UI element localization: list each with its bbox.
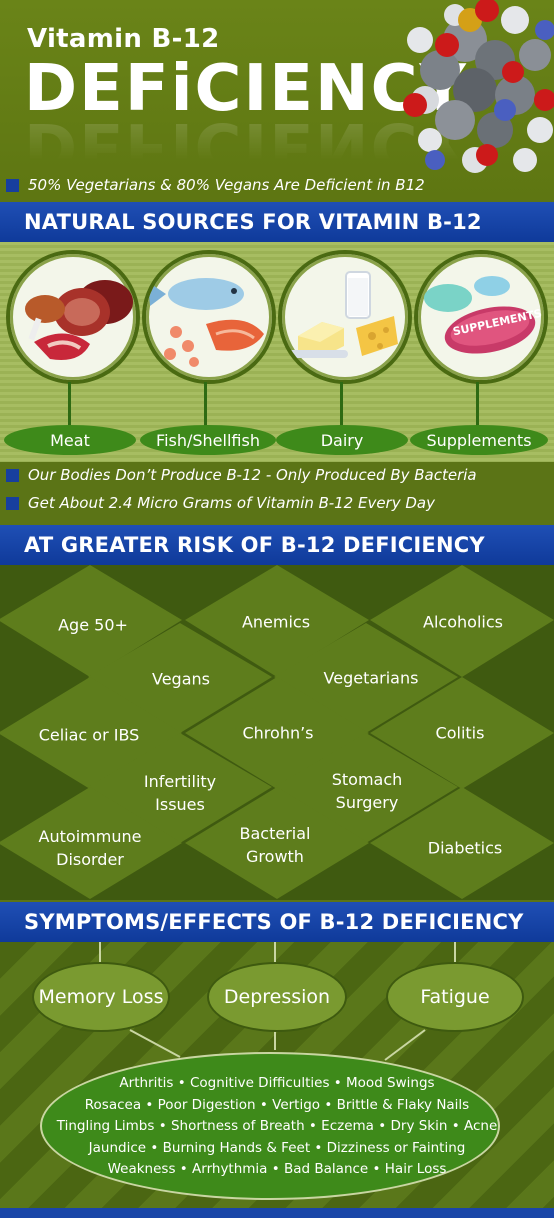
risk-crohns: Chrohn’s (242, 723, 314, 743)
header-title: DEFiCIENCY (24, 52, 468, 126)
risk-vegans: Vegans (152, 669, 210, 689)
deficiency-stat: 50% Vegetarians & 80% Vegans Are Deficie… (6, 176, 425, 194)
risk-vegetarians: Vegetarians (323, 668, 419, 688)
dairy-label: Dairy (276, 425, 408, 455)
symptom-line: Rosacea • Poor Digestion • Vertigo • Bri… (84, 1097, 470, 1113)
risk-age-50: Age 50+ (58, 615, 128, 635)
footer-bar (0, 1208, 554, 1218)
risk-bacterial-growth: Bacterial Growth (239, 824, 311, 866)
symptom-line: Weakness • Arrhythmia • Bad Balance • Ha… (107, 1161, 447, 1177)
meat-stem (68, 382, 71, 430)
risk-heading: AT GREATER RISK OF B-12 DEFICIENCY (24, 533, 485, 557)
symptoms-heading: SYMPTOMS/EFFECTS OF B-12 DEFICIENCY (24, 910, 524, 934)
header-kicker: Vitamin B-12 (27, 24, 220, 54)
symptom-connectors (99, 942, 456, 1061)
risk-diabetics: Diabetics (427, 838, 503, 858)
symptom-line: Tingling Limbs • Shortness of Breath • E… (56, 1118, 498, 1134)
fish-label: Fish/Shellfish (140, 425, 276, 455)
meat-label: Meat (4, 425, 136, 455)
symptom-line: Arthritis • Cognitive Difficulties • Moo… (119, 1075, 435, 1091)
dairy-stem (340, 382, 343, 430)
supplements-label: Supplements (410, 425, 548, 455)
dairy-icon (278, 250, 412, 384)
bullet-square (6, 468, 19, 482)
symptoms-heading-bar: SYMPTOMS/EFFECTS OF B-12 DEFICIENCY (0, 902, 554, 942)
bullet-square (6, 178, 19, 192)
sources-heading: NATURAL SOURCES FOR VITAMIN B-12 (24, 210, 482, 234)
sources-panel: Meat Fish/Shellfish (0, 242, 554, 462)
risk-stomach-surgery: Stomach Surgery (331, 770, 403, 812)
symptom-depression: Depression (207, 962, 347, 1032)
fish-stem (204, 382, 207, 430)
risk-diamond-grid (0, 565, 554, 899)
meat-icon (6, 250, 140, 384)
fact-text: Get About 2.4 Micro Grams of Vitamin B-1… (28, 494, 435, 512)
fish-icon (142, 250, 276, 384)
symptom-memory-loss: Memory Loss (32, 962, 170, 1032)
supplements-icon: SUPPLEMENTS (414, 250, 548, 384)
fact-item: Get About 2.4 Micro Grams of Vitamin B-1… (6, 494, 435, 512)
risk-autoimmune: Autoimmune Disorder (38, 827, 142, 869)
risk-anemics: Anemics (241, 612, 311, 632)
risk-infertility: Infertility Issues (143, 772, 217, 814)
supplements-stem (476, 382, 479, 430)
symptom-fatigue: Fatigue (386, 962, 524, 1032)
deficiency-stat-text: 50% Vegetarians & 80% Vegans Are Deficie… (28, 176, 425, 194)
symptoms-panel: Memory Loss Depression Fatigue Arthritis… (0, 942, 554, 1210)
sources-heading-bar: NATURAL SOURCES FOR VITAMIN B-12 (0, 202, 554, 242)
bullet-square (6, 496, 19, 510)
b12-molecule-icon (403, 0, 554, 173)
risk-alcoholics: Alcoholics (423, 612, 503, 632)
risk-panel: Age 50+ Anemics Alcoholics Vegans Vegeta… (0, 565, 554, 900)
header: Vitamin B-12 DEFiCIENCY DEFiCIENCY (0, 0, 554, 200)
fact-text: Our Bodies Don’t Produce B-12 - Only Pro… (28, 466, 477, 484)
symptom-line: Jaundice • Burning Hands & Feet • Dizzin… (88, 1140, 466, 1156)
risk-heading-bar: AT GREATER RISK OF B-12 DEFICIENCY (0, 525, 554, 565)
risk-colitis: Colitis (435, 723, 485, 743)
risk-celiac-ibs: Celiac or IBS (38, 725, 140, 745)
symptom-list-oval (40, 1052, 500, 1200)
fact-item: Our Bodies Don’t Produce B-12 - Only Pro… (6, 466, 477, 484)
